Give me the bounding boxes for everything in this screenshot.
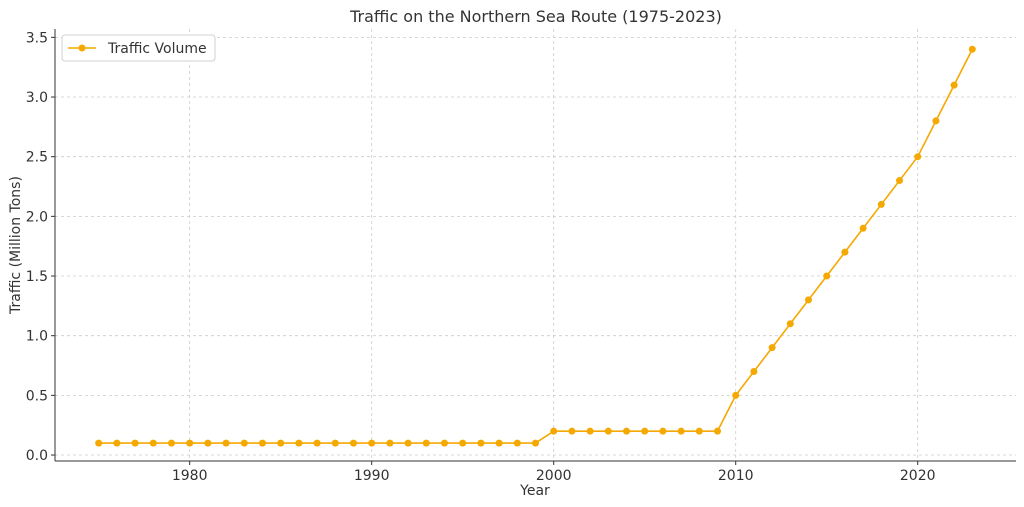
y-tick-label: 2.0 xyxy=(26,209,48,225)
data-point xyxy=(623,427,631,435)
x-grid xyxy=(189,29,919,461)
y-tick-label: 0.0 xyxy=(26,448,48,464)
data-point xyxy=(896,177,904,185)
data-point xyxy=(677,427,685,435)
data-point xyxy=(113,439,121,447)
data-point xyxy=(440,439,448,447)
data-point xyxy=(568,427,576,435)
data-point xyxy=(313,439,321,447)
data-point xyxy=(968,45,976,53)
data-point xyxy=(331,439,339,447)
data-point xyxy=(349,439,357,447)
y-tick-label: 1.5 xyxy=(26,269,48,285)
x-tick-label: 1990 xyxy=(354,468,390,484)
data-point xyxy=(805,296,813,304)
data-point xyxy=(841,248,849,256)
data-point xyxy=(277,439,285,447)
data-point xyxy=(149,439,157,447)
data-point xyxy=(823,272,831,280)
data-point xyxy=(877,200,885,208)
data-point xyxy=(513,439,521,447)
x-tick-label: 2000 xyxy=(536,468,572,484)
data-point xyxy=(659,427,667,435)
data-point xyxy=(714,427,722,435)
series-layer xyxy=(95,45,976,447)
data-point xyxy=(368,439,376,447)
legend-label: Traffic Volume xyxy=(107,41,207,57)
legend-marker-sample xyxy=(78,44,86,52)
data-point xyxy=(532,439,539,447)
data-point xyxy=(932,117,940,125)
y-grid xyxy=(55,36,1016,456)
data-point xyxy=(914,153,922,161)
data-point xyxy=(586,427,594,435)
legend: Traffic Volume xyxy=(61,34,216,62)
data-point xyxy=(404,439,412,447)
data-point xyxy=(131,439,139,447)
x-tick-label: 2020 xyxy=(900,468,936,484)
data-point xyxy=(604,427,612,435)
data-point xyxy=(204,439,212,447)
data-point xyxy=(695,427,703,435)
data-point xyxy=(222,439,230,447)
data-point xyxy=(732,391,740,399)
data-point xyxy=(950,81,958,89)
data-point xyxy=(768,344,776,352)
data-point xyxy=(240,439,248,447)
x-axis-label: Year xyxy=(519,483,550,499)
chart-title: Traffic on the Northern Sea Route (1975-… xyxy=(349,7,722,26)
data-point xyxy=(750,367,758,375)
x-tick-label: 2010 xyxy=(718,468,754,484)
y-axis-label: Traffic (Million Tons) xyxy=(8,176,24,315)
y-tick-label: 2.5 xyxy=(26,150,48,166)
y-tick-label: 1.0 xyxy=(26,329,48,345)
data-point xyxy=(477,439,485,447)
data-point xyxy=(167,439,175,447)
y-tick-label: 3.5 xyxy=(26,30,48,46)
data-point xyxy=(495,439,503,447)
y-axis-ticks: 0.0 0.5 1.0 1.5 2.0 2.5 3.0 3.5 xyxy=(26,30,55,464)
data-point xyxy=(641,427,649,435)
data-point xyxy=(186,439,194,447)
y-tick-label: 3.0 xyxy=(26,90,48,106)
data-point xyxy=(786,320,794,328)
data-point xyxy=(386,439,394,447)
legend-box xyxy=(61,34,216,62)
data-point xyxy=(459,439,467,447)
data-point xyxy=(258,439,266,447)
data-point xyxy=(859,224,867,232)
x-tick-label: 1980 xyxy=(172,468,208,484)
data-point xyxy=(422,439,430,447)
data-point xyxy=(95,439,103,447)
data-point xyxy=(295,439,303,447)
x-axis-ticks: 1980 1990 2000 2010 2020 xyxy=(172,461,936,484)
data-point xyxy=(550,427,558,435)
y-tick-label: 0.5 xyxy=(26,388,48,404)
